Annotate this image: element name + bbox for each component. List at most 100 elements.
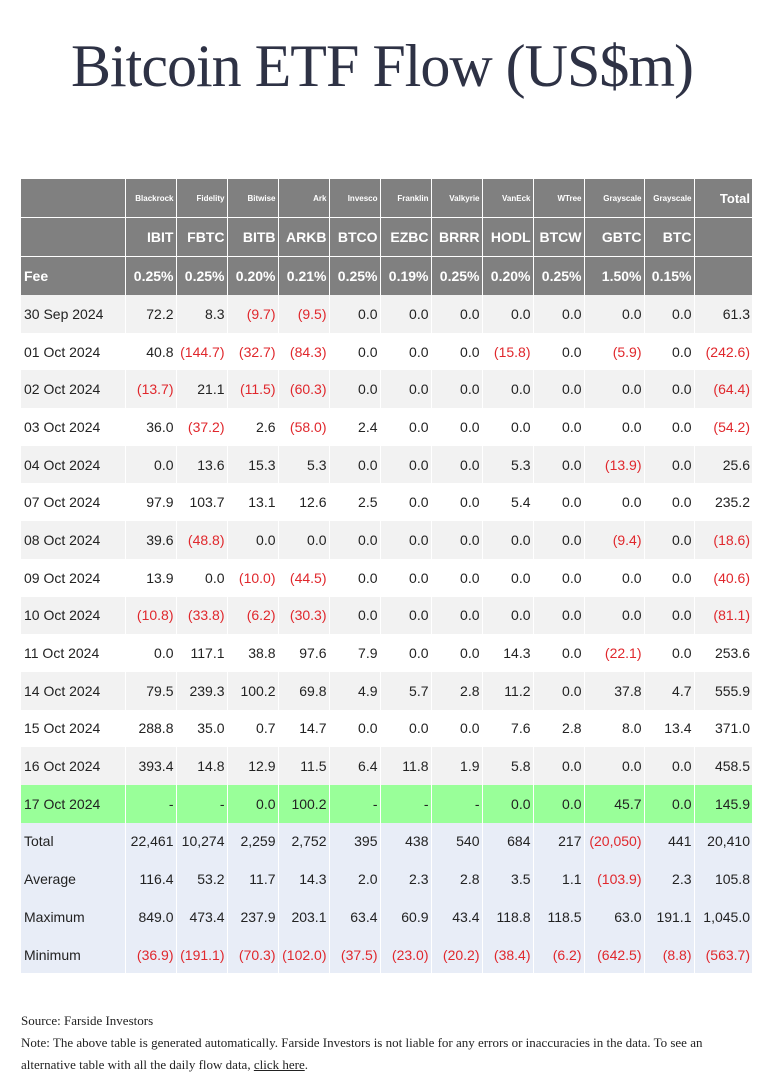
- etf-flow-table: Blackrock Fidelity Bitwise Ark Invesco Frankl…: [21, 179, 752, 974]
- total-cell: 458.5: [694, 747, 752, 785]
- summary-cell: (102.0): [278, 935, 330, 974]
- flow-cell: 12.9: [227, 747, 279, 785]
- flow-cell: 14.7: [278, 709, 330, 748]
- flow-cell: 0.0: [380, 483, 432, 522]
- table-row: 08 Oct 2024 39.6 (48.8) 0.0 0.0 0.0 0.0 0.0 0.0 0…: [21, 521, 752, 559]
- flow-cell: 100.2: [227, 671, 279, 710]
- flow-cell: 0.0: [482, 558, 534, 597]
- flow-cell: 4.9: [329, 671, 381, 710]
- flow-cell: 97.9: [125, 483, 177, 522]
- flow-cell: 0.0: [533, 332, 585, 371]
- summary-cell: (37.5): [329, 935, 381, 974]
- flow-cell: (5.9): [584, 332, 645, 371]
- flow-cell: 0.0: [380, 709, 432, 748]
- flow-cell: (37.2): [176, 408, 228, 446]
- flow-cell: 0.0: [329, 295, 381, 333]
- table-row: 07 Oct 2024 97.9 103.7 13.1 12.6 2.5 0.0 0.0 5.4…: [21, 483, 752, 522]
- ticker-header: GBTC: [584, 217, 645, 257]
- flow-cell: 13.9: [125, 558, 177, 597]
- issuer-header: WTree: [533, 179, 585, 218]
- summary-cell: 2.8: [431, 860, 483, 898]
- flow-cell: 0.0: [431, 558, 483, 597]
- flow-cell: 0.0: [644, 295, 695, 333]
- flow-cell: 2.8: [533, 709, 585, 748]
- summary-label: Maximum: [21, 898, 126, 936]
- summary-cell: (20.2): [431, 935, 483, 974]
- flow-cell: 38.8: [227, 634, 279, 672]
- summary-row: Total 22,461 10,274 2,259 2,752 395 438 540 684 2…: [21, 822, 752, 861]
- flow-cell: (30.3): [278, 596, 330, 635]
- flow-cell: 0.0: [329, 332, 381, 371]
- summary-cell: (20,050): [584, 822, 645, 861]
- flow-cell: -: [125, 784, 177, 823]
- flow-cell: 2.4: [329, 408, 381, 446]
- flow-cell: 21.1: [176, 370, 228, 409]
- fee-cell: 1.50%: [584, 256, 645, 295]
- summary-cell: 540: [431, 822, 483, 861]
- total-cell: 25.6: [694, 445, 752, 484]
- date-cell: 03 Oct 2024: [21, 408, 126, 446]
- fee-cell: 0.15%: [644, 256, 695, 295]
- flow-cell: (22.1): [584, 634, 645, 672]
- summary-cell: 116.4: [125, 860, 177, 898]
- total-cell: 253.6: [694, 634, 752, 672]
- flow-cell: (13.7): [125, 370, 177, 409]
- flow-cell: 7.9: [329, 634, 381, 672]
- flow-cell: 14.3: [482, 634, 534, 672]
- flow-cell: 0.0: [380, 596, 432, 635]
- summary-cell: 473.4: [176, 898, 228, 936]
- flow-cell: (144.7): [176, 332, 228, 371]
- flow-cell: (10.8): [125, 596, 177, 635]
- flow-cell: 0.0: [482, 408, 534, 446]
- flow-cell: 0.0: [431, 596, 483, 635]
- ticker-header: IBIT: [125, 217, 177, 257]
- flow-cell: 0.0: [533, 634, 585, 672]
- flow-cell: 1.9: [431, 747, 483, 785]
- ticker-header: BITB: [227, 217, 279, 257]
- flow-cell: 97.6: [278, 634, 330, 672]
- flow-cell: 0.0: [533, 408, 585, 446]
- flow-cell: (33.8): [176, 596, 228, 635]
- flow-cell: 0.0: [644, 521, 695, 559]
- flow-cell: 0.0: [431, 370, 483, 409]
- date-cell: 09 Oct 2024: [21, 558, 126, 597]
- flow-cell: 8.3: [176, 295, 228, 333]
- issuer-row: Blackrock Fidelity Bitwise Ark Invesco Frankl…: [21, 179, 752, 218]
- flow-cell: 0.0: [584, 408, 645, 446]
- click-here-link[interactable]: click here: [253, 1057, 305, 1072]
- flow-cell: 36.0: [125, 408, 177, 446]
- flow-cell: 13.1: [227, 483, 279, 522]
- issuer-header: Valkyrie: [431, 179, 483, 218]
- date-cell: 07 Oct 2024: [21, 483, 126, 522]
- summary-row: Minimum (36.9) (191.1) (70.3) (102.0) (37.5)(…: [21, 935, 752, 974]
- summary-cell: 2,259: [227, 822, 279, 861]
- flow-cell: (10.0): [227, 558, 279, 597]
- flow-cell: (9.5): [278, 295, 330, 333]
- total-cell: (54.2): [694, 408, 752, 446]
- flow-cell: 14.8: [176, 747, 228, 785]
- summary-label: Total: [21, 822, 126, 861]
- summary-cell: 11.7: [227, 860, 279, 898]
- flow-cell: 239.3: [176, 671, 228, 710]
- flow-cell: 0.0: [227, 521, 279, 559]
- flow-cell: 8.0: [584, 709, 645, 748]
- issuer-header: Ark: [278, 179, 330, 218]
- table-row: 02 Oct 2024 (13.7) 21.1 (11.5) (60.3) 0.0 0.0 0…: [21, 370, 752, 409]
- table-body: 30 Sep 2024 72.2 8.3 (9.7) (9.5) 0.0 0.0 0.0 0.0…: [21, 295, 752, 974]
- flow-cell: 393.4: [125, 747, 177, 785]
- flow-cell: 0.0: [584, 558, 645, 597]
- flow-cell: 0.0: [644, 596, 695, 635]
- date-cell: 15 Oct 2024: [21, 709, 126, 748]
- summary-cell: 3.5: [482, 860, 534, 898]
- table-row: 01 Oct 2024 40.8 (144.7) (32.7) (84.3) 0.0 0.0…: [21, 332, 752, 371]
- fee-cell: 0.25%: [176, 256, 228, 295]
- flow-cell: 0.0: [329, 521, 381, 559]
- flow-cell: 0.0: [644, 558, 695, 597]
- flow-cell: 117.1: [176, 634, 228, 672]
- table-row: 15 Oct 2024 288.8 35.0 0.7 14.7 0.0 0.0 0.0 7.6 2…: [21, 709, 752, 748]
- flow-cell: 0.0: [380, 408, 432, 446]
- summary-cell: 63.4: [329, 898, 381, 936]
- total-cell: (18.6): [694, 521, 752, 559]
- fee-cell: 0.25%: [125, 256, 177, 295]
- flow-cell: 0.0: [644, 634, 695, 672]
